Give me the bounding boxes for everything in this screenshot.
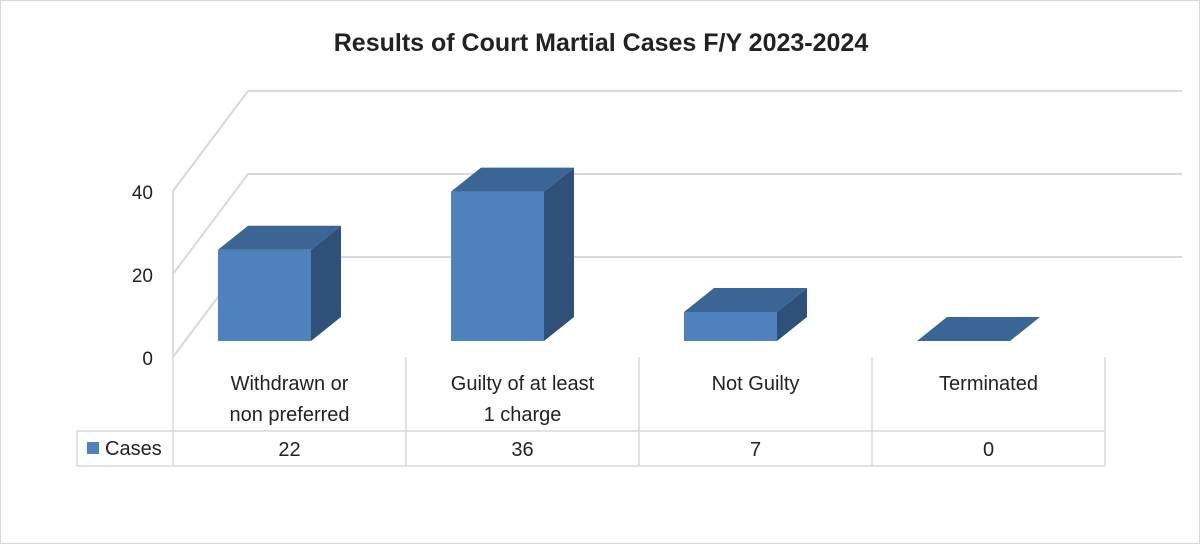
bar-front — [451, 191, 544, 341]
bar — [917, 317, 1040, 341]
data-label: 7 — [750, 439, 761, 461]
bar-side — [777, 287, 807, 341]
data-label: 0 — [983, 439, 994, 461]
bar-top — [917, 317, 1040, 341]
bar-top — [684, 287, 807, 312]
x-tick-label: Terminated — [939, 373, 1038, 395]
bar-top — [218, 225, 341, 250]
y-tick-label: 40 — [132, 183, 153, 204]
bar-front — [218, 249, 311, 341]
x-tick-label: 1 charge — [484, 404, 562, 426]
bar-side — [311, 225, 341, 341]
bar — [218, 225, 341, 341]
bar-side — [544, 167, 574, 341]
x-tick-label: Not Guilty — [712, 373, 800, 395]
y-tick-label: 0 — [142, 349, 153, 370]
bar — [684, 287, 807, 341]
data-label: 22 — [278, 439, 300, 461]
bars — [218, 167, 1040, 341]
y-axis-ticks: 0 20 40 — [132, 183, 153, 370]
x-tick-label: Guilty of at least — [451, 373, 595, 395]
bar-front — [684, 311, 777, 341]
bar-top — [451, 167, 574, 192]
chart-title: Results of Court Martial Cases F/Y 2023-… — [334, 29, 869, 57]
gridlines — [172, 90, 1182, 358]
legend-swatch — [87, 442, 99, 454]
legend-label: Cases — [105, 438, 162, 460]
grid-diagonal — [172, 173, 249, 275]
bar — [451, 167, 574, 341]
y-tick-label: 20 — [132, 266, 153, 287]
data-label: 36 — [511, 439, 533, 461]
x-tick-label: non preferred — [229, 404, 349, 426]
x-tick-label: Withdrawn or — [231, 373, 349, 395]
data-table: Withdrawn or non preferred Guilty of at le… — [76, 357, 1106, 467]
grid-diagonal — [172, 90, 249, 192]
